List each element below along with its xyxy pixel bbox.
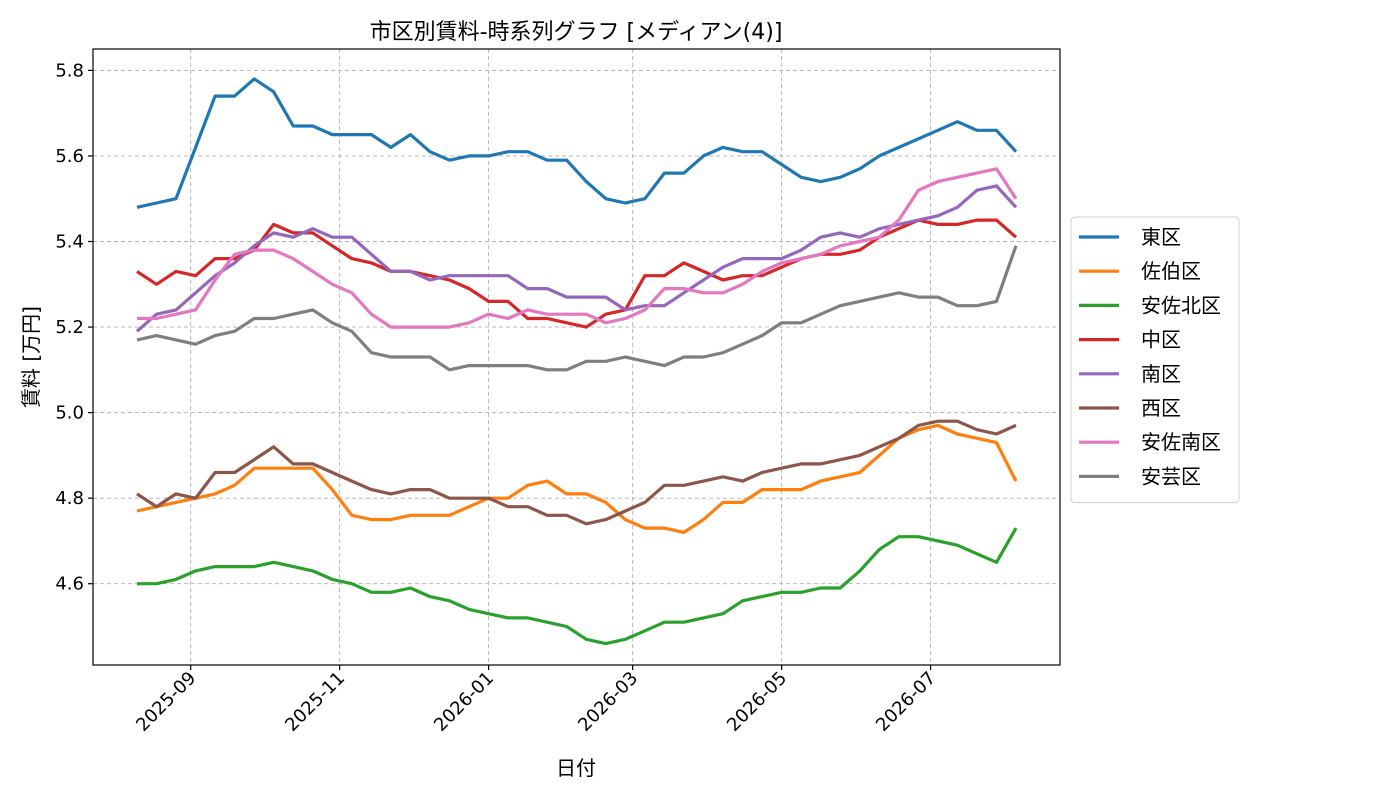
- legend-label: 佐伯区: [1141, 259, 1201, 283]
- y-tick-label: 5.0: [55, 403, 84, 424]
- x-tick-label: 2026-07: [872, 668, 940, 736]
- y-tick-label: 5.8: [55, 60, 84, 81]
- series-line: [135, 184, 1018, 333]
- y-axis-label: 賃料 [万円]: [19, 306, 43, 408]
- grid: [93, 49, 1060, 665]
- series-line: [136, 77, 1018, 209]
- y-tick-label: 4.6: [55, 574, 84, 595]
- x-tick-label: 2026-03: [574, 668, 642, 736]
- series-line: [136, 245, 1018, 372]
- x-tick-label: 2026-01: [430, 668, 498, 736]
- legend-label: 安佐北区: [1141, 293, 1221, 317]
- x-tick-label: 2026-05: [723, 668, 791, 736]
- x-tick-label: 2025-09: [132, 668, 200, 736]
- legend-label: 中区: [1141, 328, 1181, 352]
- x-axis: 2025-09 2025-11 2026-01 2026-03 2026-05 2026-…: [132, 665, 940, 736]
- legend-label: 安佐南区: [1141, 430, 1221, 454]
- series-line: [137, 527, 1018, 646]
- plot-frame: [92, 48, 1061, 666]
- legend-label: 南区: [1141, 362, 1181, 386]
- chart-title: 市区別賃料-時系列グラフ [メディアン(4)]: [370, 20, 783, 45]
- legend-label: 安芸区: [1141, 464, 1201, 488]
- y-axis: 4.6 4.8 5.0 5.2 5.4 5.6 5.8: [55, 60, 93, 595]
- y-tick-label: 5.4: [55, 232, 84, 253]
- y-tick-label: 4.8: [55, 488, 84, 509]
- series-line: [136, 423, 1018, 535]
- legend-box: [1070, 216, 1240, 504]
- legend-label: 東区: [1141, 225, 1181, 249]
- series-line: [136, 419, 1017, 526]
- series-line: [137, 167, 1018, 329]
- legend-label: 西区: [1141, 396, 1181, 420]
- y-tick-label: 5.6: [55, 146, 84, 167]
- series-lines: [135, 77, 1018, 646]
- series-line: [136, 218, 1018, 329]
- x-tick-label: 2025-11: [281, 668, 349, 736]
- y-tick-label: 5.2: [55, 317, 84, 338]
- x-axis-label: 日付: [556, 756, 596, 780]
